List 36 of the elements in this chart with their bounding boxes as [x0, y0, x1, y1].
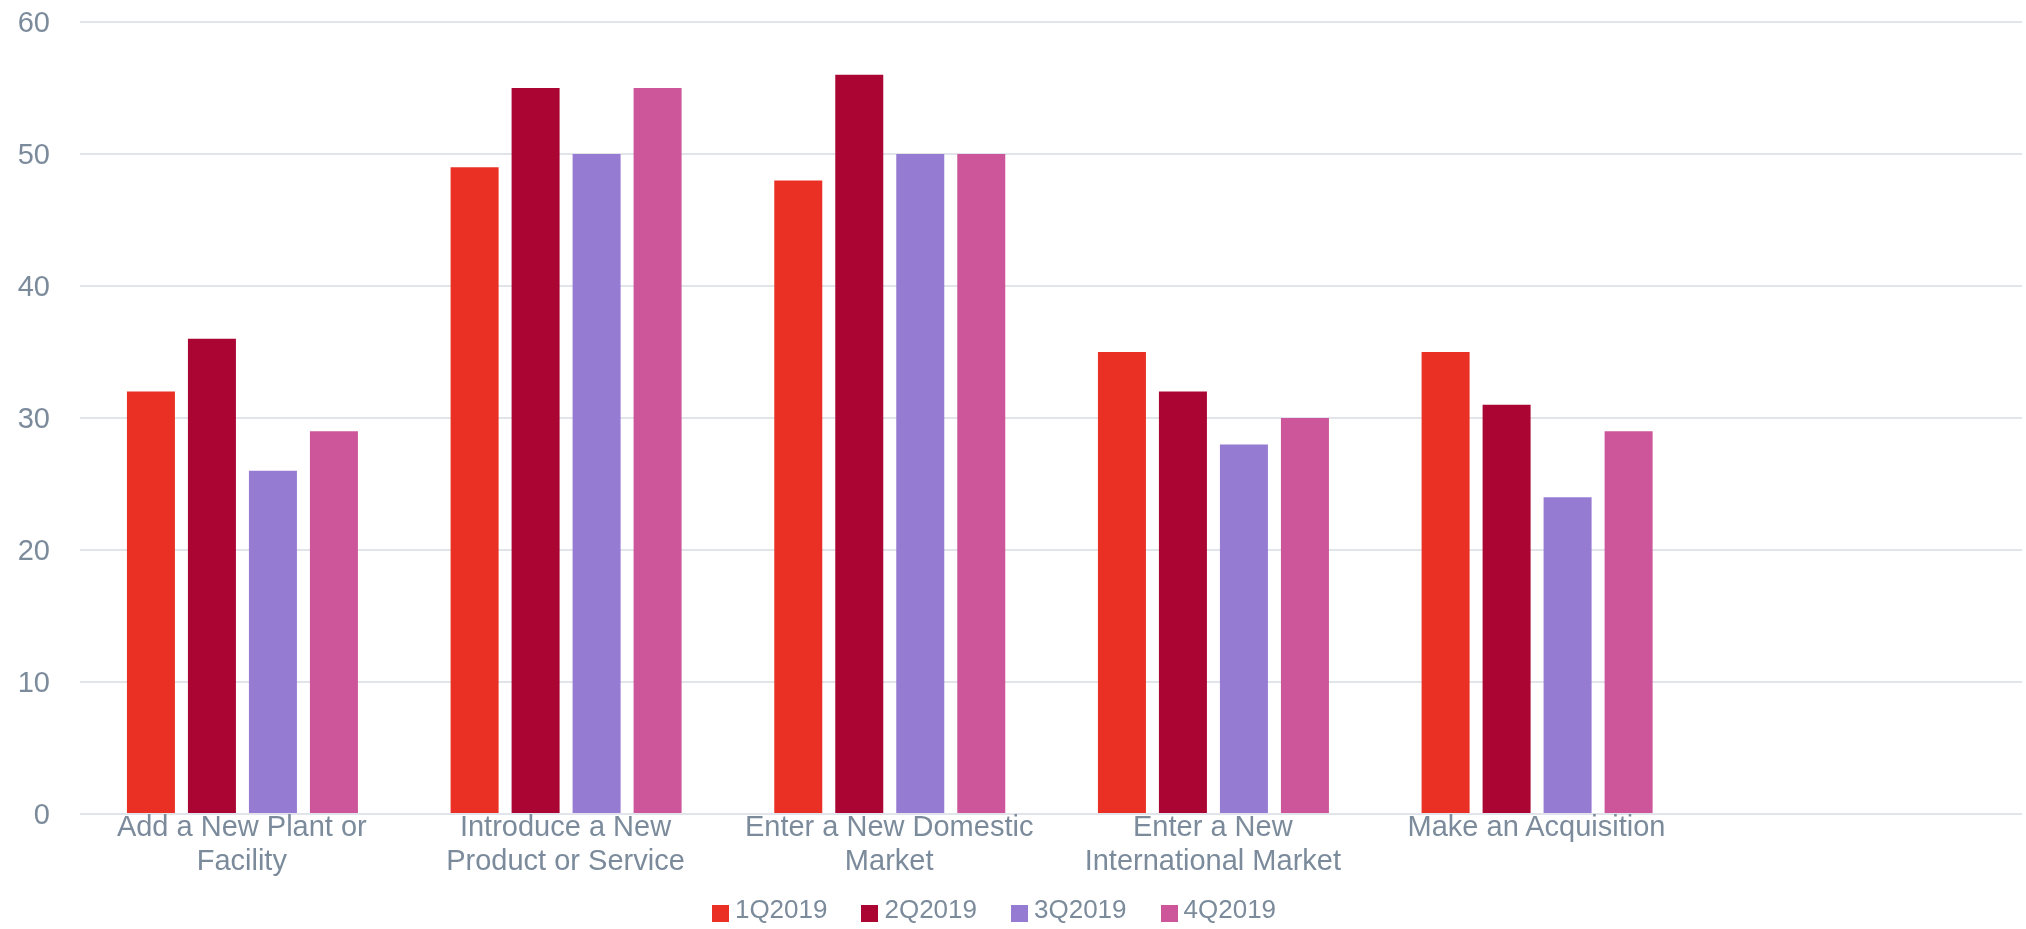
legend-label: 3Q2019 [1034, 894, 1127, 924]
y-tick-label: 40 [17, 270, 50, 303]
bar [896, 154, 945, 814]
y-tick-label: 0 [33, 798, 50, 831]
bar [957, 154, 1006, 814]
x-tick-label: Make an Acquisition [1407, 810, 1666, 842]
legend-label: 2Q2019 [884, 894, 977, 924]
bar [248, 470, 297, 814]
legend-label: 4Q2019 [1183, 894, 1277, 924]
x-tick-label: Introduce a New Product or Service [446, 810, 685, 876]
bar [1158, 391, 1207, 814]
x-tick-label: Enter a New Domestic Market [744, 810, 1034, 876]
y-tick-label: 50 [17, 138, 50, 171]
bar [572, 154, 621, 814]
bar [633, 88, 682, 814]
bar [835, 74, 884, 814]
bar [511, 88, 560, 814]
bar [450, 167, 499, 814]
bar [1097, 352, 1146, 814]
x-tick-label: Enter a New International Market [1084, 810, 1341, 876]
y-tick-label: 60 [17, 6, 50, 39]
bar [1280, 418, 1329, 814]
y-tick-label: 30 [17, 402, 50, 435]
legend-label: 1Q2019 [734, 894, 828, 924]
bar [774, 180, 823, 814]
y-tick-label: 10 [17, 666, 50, 699]
y-tick-label: 20 [17, 534, 50, 567]
bar [1482, 404, 1531, 814]
bar [1421, 352, 1470, 814]
bar [309, 431, 358, 814]
bar [187, 338, 236, 814]
bar [1219, 444, 1268, 814]
x-tick-label: Add a New Plant or Facility [116, 810, 368, 876]
bar [1604, 431, 1653, 814]
bar [126, 391, 175, 814]
bar [1543, 497, 1592, 814]
